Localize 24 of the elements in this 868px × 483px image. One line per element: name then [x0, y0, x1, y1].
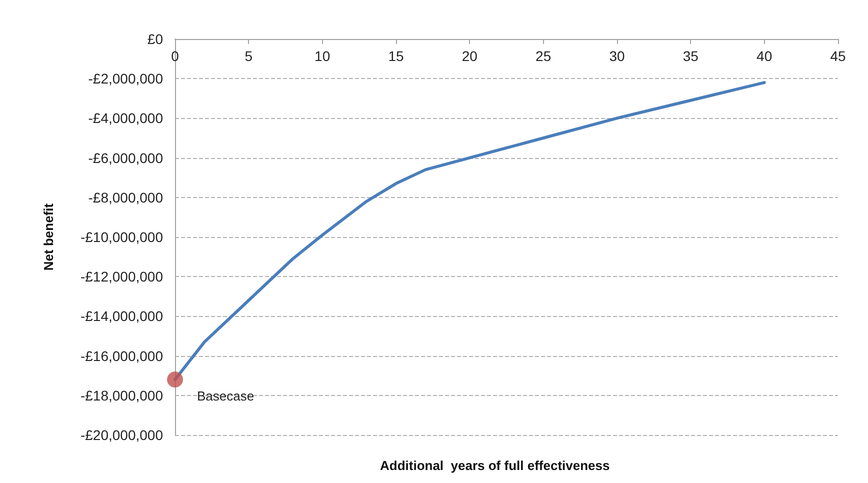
y-axis-title: Net benefit: [41, 202, 56, 271]
x-tick-label: 40: [756, 48, 772, 64]
x-axis-title: Additional years of full effectiveness: [380, 458, 610, 473]
y-tick-label: -£18,000,000: [80, 387, 164, 404]
x-tick-label: 35: [682, 48, 699, 64]
y-tick-label: -£8,000,000: [88, 189, 164, 206]
y-tick-label: £0: [147, 31, 164, 47]
x-tick-label: 0: [171, 48, 180, 64]
y-tick-label: -£16,000,000: [80, 348, 164, 364]
annotation: Basecase: [197, 388, 254, 404]
y-tick-label: -£20,000,000: [80, 427, 164, 443]
y-tick-label: -£10,000,000: [80, 229, 164, 245]
y-tick-label: -£12,000,000: [80, 268, 164, 285]
y-tick-label: -£4,000,000: [88, 110, 164, 126]
y-tick-label: -£6,000,000: [88, 150, 164, 166]
x-tick-label: 25: [536, 48, 552, 64]
x-tick-label: 30: [609, 48, 625, 64]
x-tick-label: 20: [462, 48, 478, 64]
x-tick-label: 45: [830, 48, 846, 64]
x-tick-label: 10: [314, 48, 330, 64]
x-tick-label: 15: [388, 48, 404, 64]
y-tick-label: -£14,000,000: [80, 308, 164, 324]
y-tick-label: -£2,000,000: [88, 70, 164, 87]
x-tick-label: 5: [244, 48, 253, 64]
